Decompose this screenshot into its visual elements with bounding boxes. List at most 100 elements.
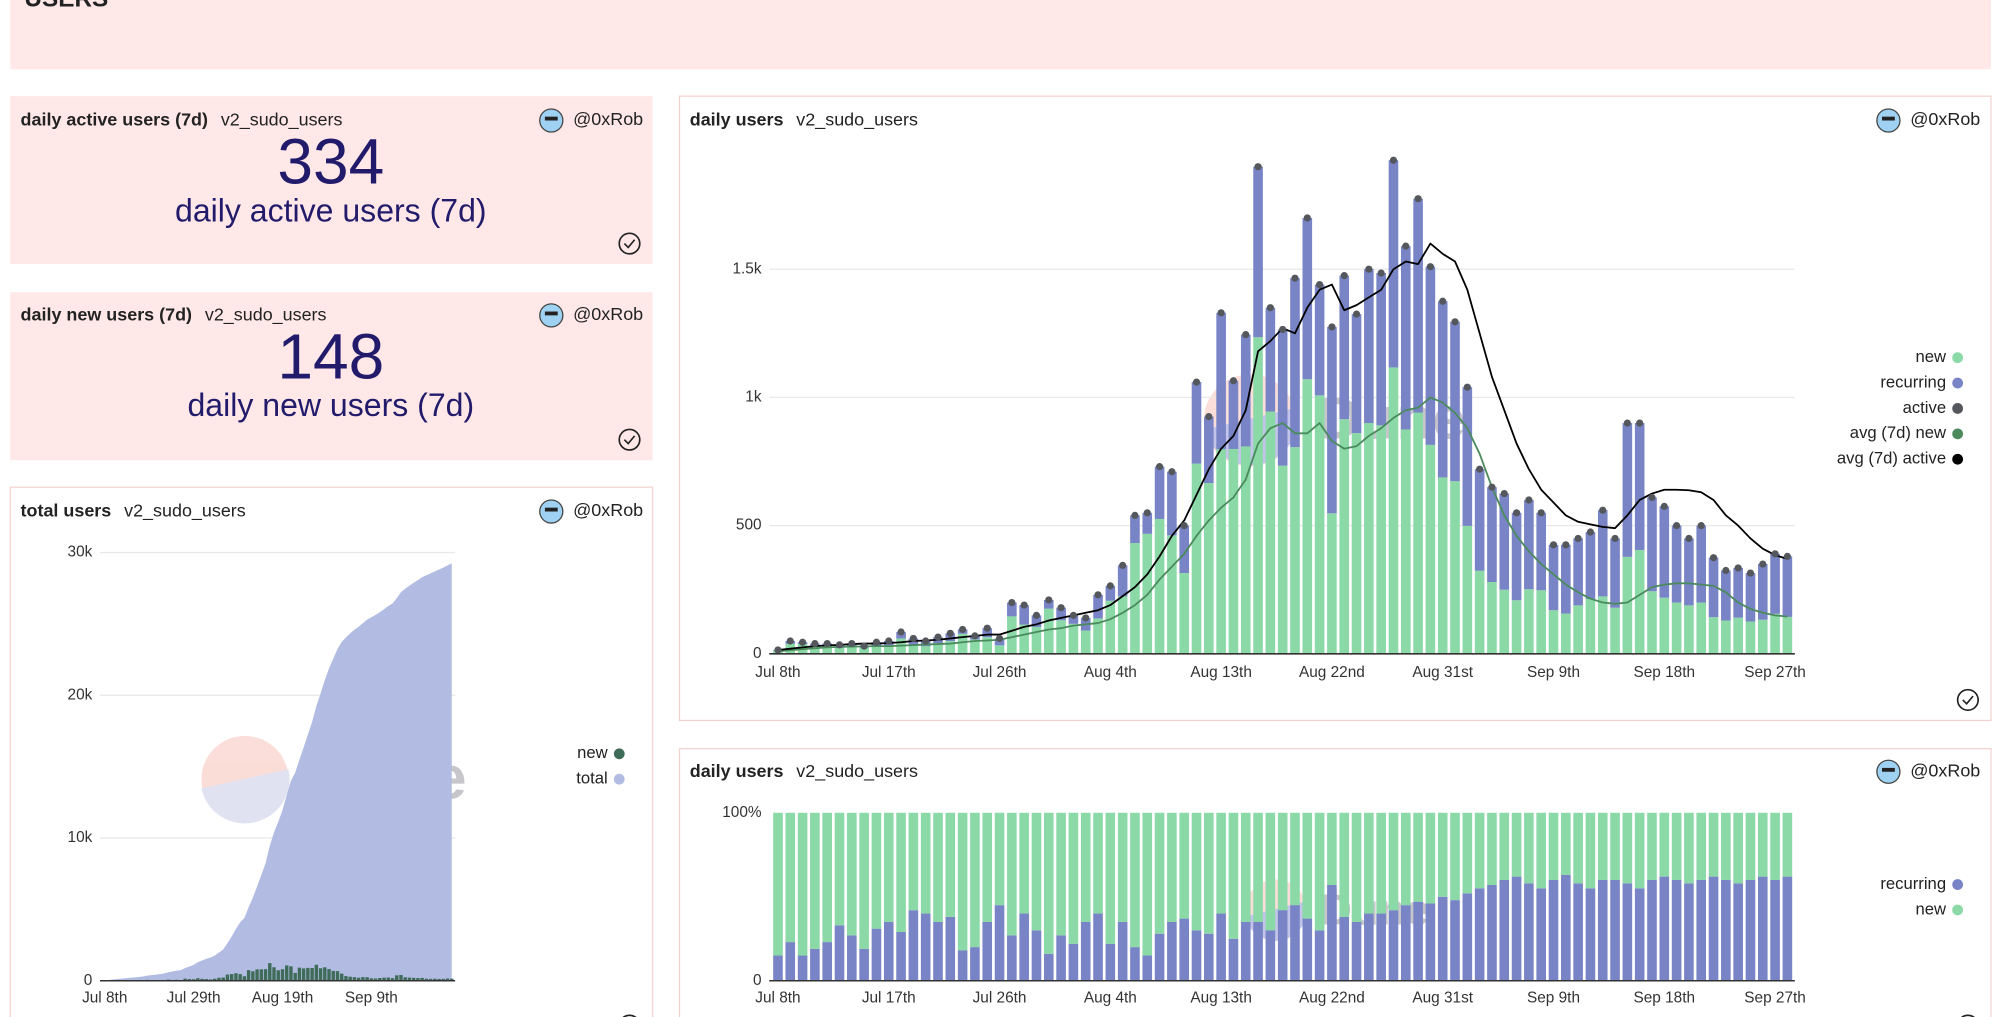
bar — [289, 966, 293, 981]
bar — [1068, 943, 1079, 981]
dot — [860, 642, 868, 650]
x-tick-label: Jul 29th — [167, 990, 221, 1007]
dot — [872, 638, 881, 646]
bar — [822, 942, 833, 981]
chart-title: total users — [21, 500, 112, 520]
bar — [1671, 812, 1682, 880]
bar — [1031, 812, 1042, 931]
bar — [1191, 930, 1202, 981]
bar — [1117, 596, 1128, 654]
author[interactable]: @0xRob — [573, 500, 643, 520]
bar — [221, 977, 225, 981]
bar — [1105, 943, 1116, 981]
bar — [1179, 573, 1189, 654]
bar — [1622, 423, 1633, 557]
bar — [365, 977, 369, 981]
dot — [1685, 534, 1693, 543]
avatar — [539, 108, 564, 133]
bar — [1511, 600, 1522, 654]
panel-heading: daily users v2_sudo_users — [690, 760, 918, 781]
bar — [933, 921, 943, 981]
y-tick-label: 30k — [68, 544, 93, 561]
bar — [1745, 621, 1756, 654]
author[interactable]: @0xRob — [1910, 109, 1980, 129]
legend-label: avg (7d) active — [1837, 449, 1946, 468]
bar — [994, 645, 1005, 654]
bar — [297, 967, 302, 981]
bar — [314, 964, 319, 981]
bar — [1437, 301, 1448, 478]
legend-label: avg (7d) new — [1850, 423, 1947, 442]
dot — [1045, 596, 1053, 604]
bar — [1204, 933, 1214, 981]
bar — [1327, 812, 1337, 885]
check-icon — [618, 428, 641, 451]
bar — [1031, 626, 1042, 654]
bar — [1204, 416, 1214, 484]
line — [777, 396, 1788, 653]
legend-label: new — [1916, 899, 1948, 918]
bar — [1314, 812, 1325, 931]
bar — [1265, 307, 1276, 412]
bar — [1487, 487, 1497, 583]
bar — [945, 812, 956, 917]
bar — [285, 965, 289, 981]
bar — [797, 812, 808, 956]
dot — [1180, 522, 1188, 530]
bar — [1684, 605, 1694, 654]
dot — [1291, 274, 1299, 282]
bar — [1511, 876, 1522, 981]
bar — [1080, 812, 1091, 922]
bar — [1068, 615, 1079, 624]
query-name[interactable]: v2_sudo_users — [205, 304, 327, 325]
bar — [1228, 448, 1239, 654]
author[interactable]: @0xRob — [573, 109, 643, 129]
bar — [1056, 607, 1066, 621]
legend-swatch — [1952, 879, 1964, 890]
bar — [871, 928, 882, 981]
dot — [798, 638, 807, 646]
bar — [327, 969, 331, 981]
bar — [994, 812, 1005, 906]
bar — [896, 812, 906, 933]
dot — [1069, 611, 1077, 619]
bar — [1721, 879, 1731, 981]
bar — [1499, 879, 1510, 981]
bar — [797, 955, 808, 981]
bar — [225, 974, 230, 981]
x-tick-label: Aug 31st — [1412, 990, 1473, 1007]
bar — [883, 812, 894, 922]
bar — [200, 978, 204, 981]
bar — [1228, 380, 1239, 449]
bar — [1043, 953, 1054, 981]
bar — [1068, 623, 1079, 654]
query-name[interactable]: v2_sudo_users — [796, 109, 918, 130]
query-name[interactable]: v2_sudo_users — [796, 760, 918, 781]
author[interactable]: @0xRob — [1910, 760, 1980, 780]
bar — [859, 812, 869, 949]
x-tick-label: Aug 22nd — [1299, 664, 1365, 681]
bar — [310, 968, 314, 981]
bar — [1671, 525, 1682, 603]
y-tick-label: 1k — [745, 388, 762, 405]
bar — [433, 978, 437, 981]
query-name[interactable]: v2_sudo_users — [221, 109, 343, 130]
bar — [1536, 512, 1546, 591]
y-tick-label: 500 — [736, 517, 762, 534]
bar — [1585, 532, 1596, 599]
bar — [1179, 812, 1189, 919]
dot — [1648, 493, 1656, 502]
author[interactable]: @0xRob — [573, 304, 643, 324]
x-tick-label: Jul 17th — [862, 664, 916, 681]
bar — [1634, 812, 1645, 889]
bar — [183, 978, 187, 981]
bar — [1339, 419, 1350, 654]
bar — [1487, 812, 1497, 885]
bar — [1167, 471, 1177, 536]
bar — [1031, 615, 1042, 627]
query-name[interactable]: v2_sudo_users — [124, 500, 246, 521]
x-tick-label: Jul 8th — [755, 990, 800, 1007]
avatar — [539, 499, 564, 524]
bar — [982, 628, 993, 638]
bar — [1425, 903, 1436, 981]
